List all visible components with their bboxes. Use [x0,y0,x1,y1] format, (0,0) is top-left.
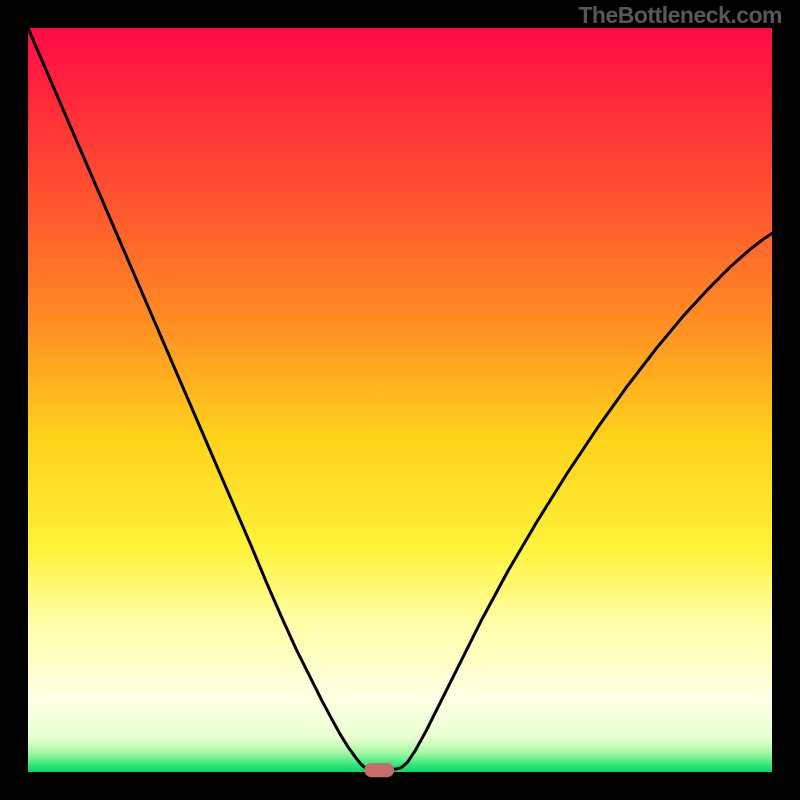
watermark-text: TheBottleneck.com [578,2,782,29]
gradient-plot-area [28,28,772,772]
chart-canvas: TheBottleneck.com [0,0,800,800]
bottleneck-plot [0,0,800,800]
optimal-marker [364,763,394,777]
